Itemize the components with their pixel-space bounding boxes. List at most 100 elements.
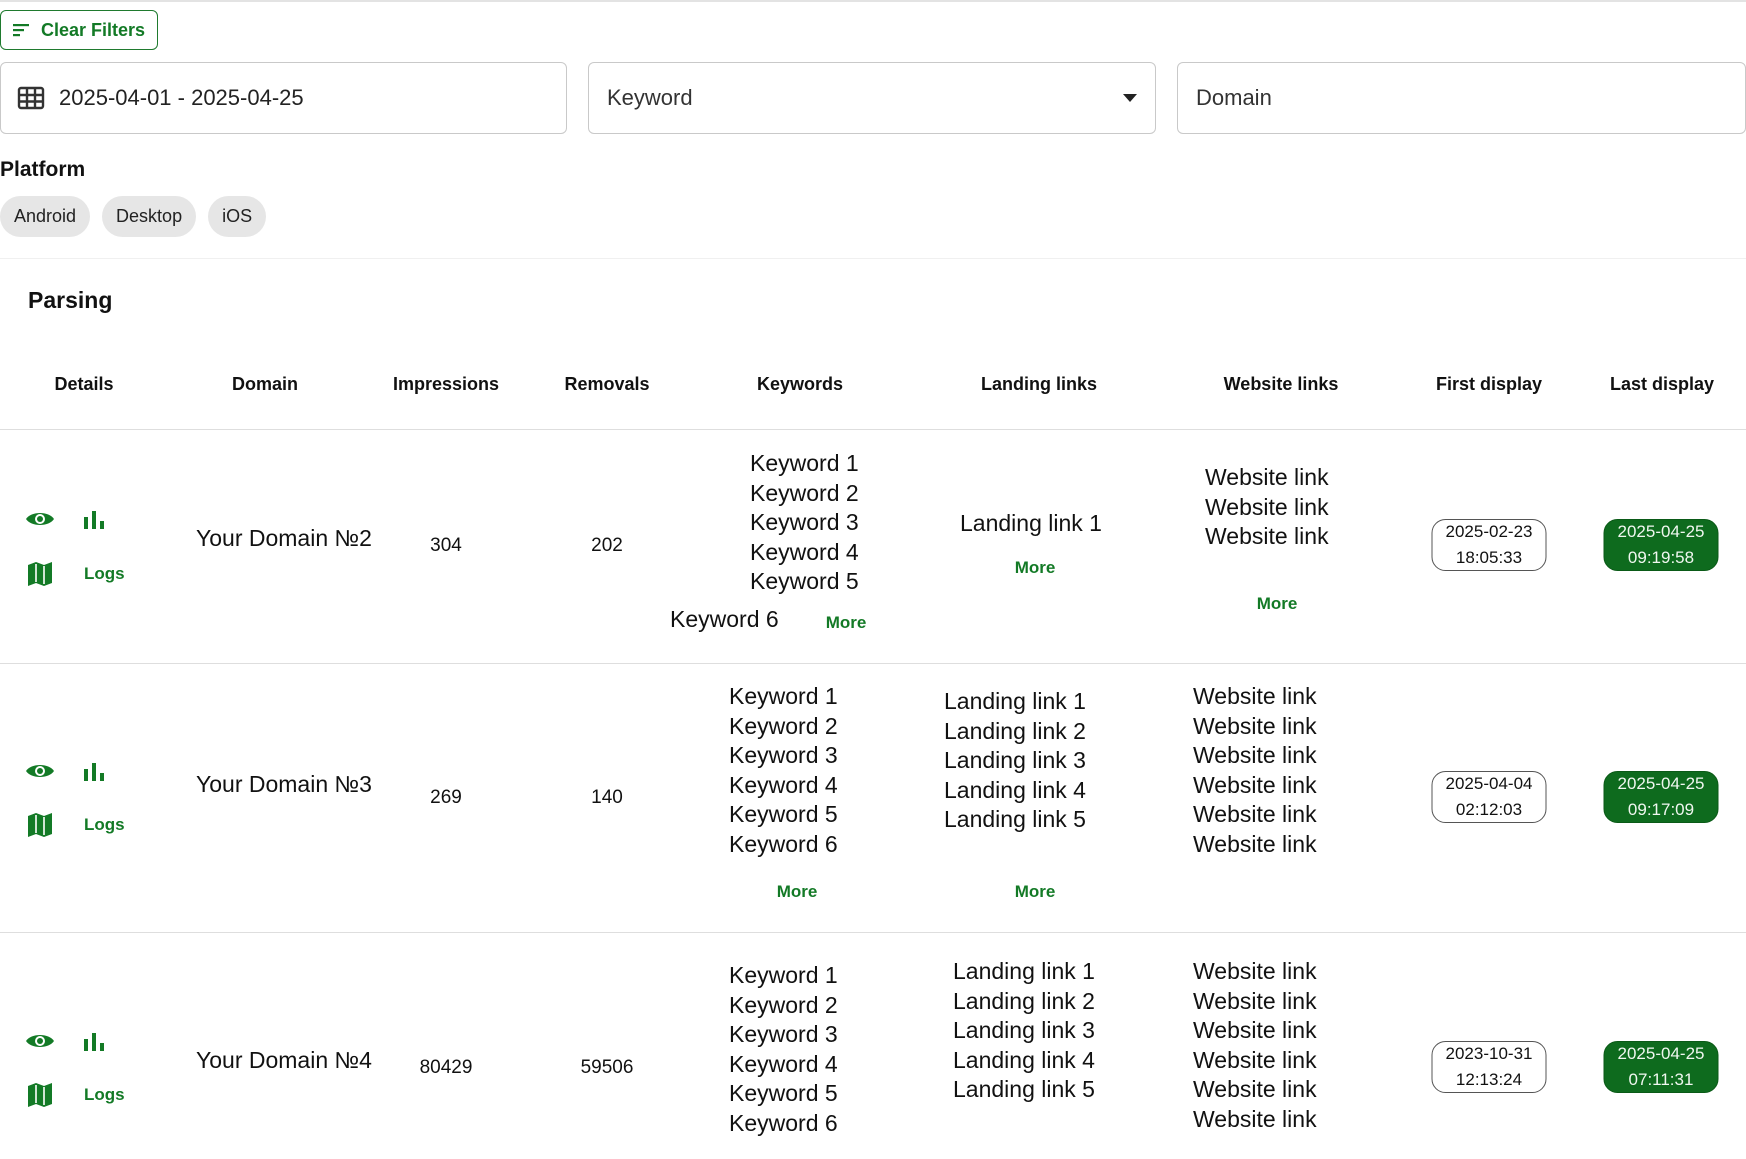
website-link-item[interactable]: Website link — [1193, 1076, 1317, 1102]
eye-icon[interactable] — [25, 1031, 55, 1051]
landing-link-item[interactable]: Landing link 1 — [953, 958, 1095, 984]
column-header-keywords: Keywords — [756, 374, 844, 394]
website-links-list: Website link Website link Website link W… — [1193, 957, 1317, 1134]
keyword-item: Keyword 5 — [729, 801, 838, 827]
keyword-item: Keyword 3 — [729, 1021, 838, 1047]
map-icon[interactable] — [27, 1082, 53, 1108]
bar-chart-icon[interactable] — [83, 509, 105, 529]
website-link-item[interactable]: Website link — [1193, 830, 1317, 857]
website-link-item[interactable]: Website link — [1193, 801, 1317, 827]
landing-links-more-link[interactable]: More — [1014, 882, 1056, 901]
keyword-select[interactable]: Keyword — [588, 62, 1156, 134]
first-display-badge: 2025-04-04 02:12:03 — [1431, 771, 1547, 823]
logs-link[interactable]: Logs — [84, 1085, 125, 1104]
keyword-item: Keyword 1 — [729, 683, 838, 709]
last-display-date: 2025-04-25 — [1617, 522, 1705, 541]
platform-chip-desktop[interactable]: Desktop — [102, 196, 197, 237]
keyword-item: Keyword 5 — [729, 1080, 838, 1106]
first-display-date: 2023-10-31 — [1445, 1044, 1533, 1063]
website-link-item[interactable]: Website link — [1193, 742, 1317, 768]
keywords-more-link[interactable]: More — [825, 613, 867, 632]
platform-chips: Android Desktop iOS — [0, 196, 267, 237]
landing-link-item[interactable]: Landing link 2 — [953, 987, 1095, 1014]
column-header-domain: Domain — [231, 374, 299, 394]
chevron-down-icon — [1123, 94, 1137, 102]
domain-input[interactable]: Domain — [1177, 62, 1746, 134]
landing-link-item[interactable]: Landing link 4 — [944, 776, 1086, 803]
landing-link-item[interactable]: Landing link 5 — [953, 1076, 1095, 1102]
keyword-item: Keyword 4 — [729, 1050, 838, 1077]
column-header-impressions: Impressions — [392, 374, 500, 394]
landing-link-item[interactable]: Landing link 5 — [944, 806, 1086, 832]
website-link-item[interactable]: Website link — [1193, 987, 1317, 1014]
impressions-cell: 269 — [430, 787, 462, 808]
domain-cell: Your Domain №4 — [196, 1047, 372, 1073]
landing-links-list: Landing link 1 Landing link 2 Landing li… — [944, 687, 1086, 835]
first-display-time: 12:13:24 — [1455, 1070, 1523, 1089]
website-link-item[interactable]: Website link — [1193, 958, 1317, 984]
removals-cell: 140 — [591, 787, 623, 808]
date-range-picker[interactable]: 2025-04-01 - 2025-04-25 — [0, 62, 567, 134]
clear-filters-button[interactable]: Clear Filters — [0, 10, 159, 50]
calendar-icon — [17, 86, 45, 110]
eye-icon[interactable] — [25, 509, 55, 529]
landing-link-item[interactable]: Landing link 2 — [944, 717, 1086, 744]
website-link-item[interactable]: Website link — [1193, 712, 1317, 739]
date-range-value: 2025-04-01 - 2025-04-25 — [59, 85, 304, 110]
website-links-list: Website link Website link Website link — [1205, 463, 1329, 552]
column-header-details: Details — [54, 374, 114, 394]
website-link-item[interactable]: Website link — [1193, 771, 1317, 798]
platform-chip-ios[interactable]: iOS — [208, 196, 267, 237]
website-links-more-link[interactable]: More — [1256, 594, 1298, 613]
keyword-item: Keyword 2 — [729, 991, 838, 1018]
platform-chip-android[interactable]: Android — [0, 196, 91, 237]
logs-link[interactable]: Logs — [84, 815, 125, 834]
domain-cell: Your Domain №3 — [196, 771, 372, 797]
top-divider — [0, 0, 1746, 2]
keywords-more-link[interactable]: More — [776, 882, 818, 901]
keyword-select-placeholder: Keyword — [607, 85, 693, 110]
website-link-item[interactable]: Website link — [1205, 523, 1329, 549]
row-divider — [0, 663, 1746, 664]
column-header-last-display: Last display — [1609, 374, 1715, 394]
bar-chart-icon[interactable] — [83, 1031, 105, 1051]
map-icon[interactable] — [27, 812, 53, 838]
keyword-item: Keyword 5 — [750, 568, 859, 594]
website-link-item[interactable]: Website link — [1193, 1017, 1317, 1043]
website-link-item[interactable]: Website link — [1193, 683, 1317, 709]
logs-link[interactable]: Logs — [84, 564, 125, 583]
landing-links-list: Landing link 1 Landing link 2 Landing li… — [953, 957, 1095, 1105]
landing-links-more-link[interactable]: More — [1014, 558, 1056, 577]
landing-link-item[interactable]: Landing link 1 — [960, 510, 1102, 536]
keyword-item: Keyword 6 — [729, 830, 838, 857]
keyword-item: Keyword 1 — [729, 962, 838, 988]
map-icon[interactable] — [27, 561, 53, 587]
last-display-date: 2025-04-25 — [1617, 774, 1705, 793]
website-link-item[interactable]: Website link — [1205, 464, 1329, 490]
keywords-list: Keyword 1 Keyword 2 Keyword 3 Keyword 4 … — [750, 449, 859, 597]
last-display-badge: 2025-04-25 09:17:09 — [1603, 771, 1719, 823]
header-divider — [0, 429, 1746, 430]
first-display-badge: 2023-10-31 12:13:24 — [1431, 1041, 1547, 1093]
removals-cell: 59506 — [580, 1057, 634, 1078]
keyword-item: Keyword 4 — [729, 771, 838, 798]
keyword-item: Keyword 3 — [729, 742, 838, 768]
first-display-badge: 2025-02-23 18:05:33 — [1431, 519, 1547, 571]
landing-link-item[interactable]: Landing link 1 — [944, 688, 1086, 714]
landing-link-item[interactable]: Landing link 4 — [953, 1046, 1095, 1073]
keyword-item: Keyword 3 — [750, 509, 859, 535]
landing-link-item[interactable]: Landing link 3 — [944, 747, 1086, 773]
website-link-item[interactable]: Website link — [1193, 1046, 1317, 1073]
column-header-website-links: Website links — [1223, 374, 1339, 394]
landing-link-item[interactable]: Landing link 3 — [953, 1017, 1095, 1043]
keyword-item: Keyword 2 — [750, 479, 859, 506]
column-header-landing-links: Landing links — [980, 374, 1098, 394]
bar-chart-icon[interactable] — [83, 761, 105, 781]
website-link-item[interactable]: Website link — [1205, 493, 1329, 520]
website-link-item[interactable]: Website link — [1193, 1105, 1317, 1132]
eye-icon[interactable] — [25, 761, 55, 781]
section-title: Parsing — [28, 287, 113, 313]
clear-filters-label: Clear Filters — [41, 19, 146, 40]
keyword-item: Keyword 6 — [729, 1109, 838, 1136]
column-header-removals: Removals — [564, 374, 650, 394]
